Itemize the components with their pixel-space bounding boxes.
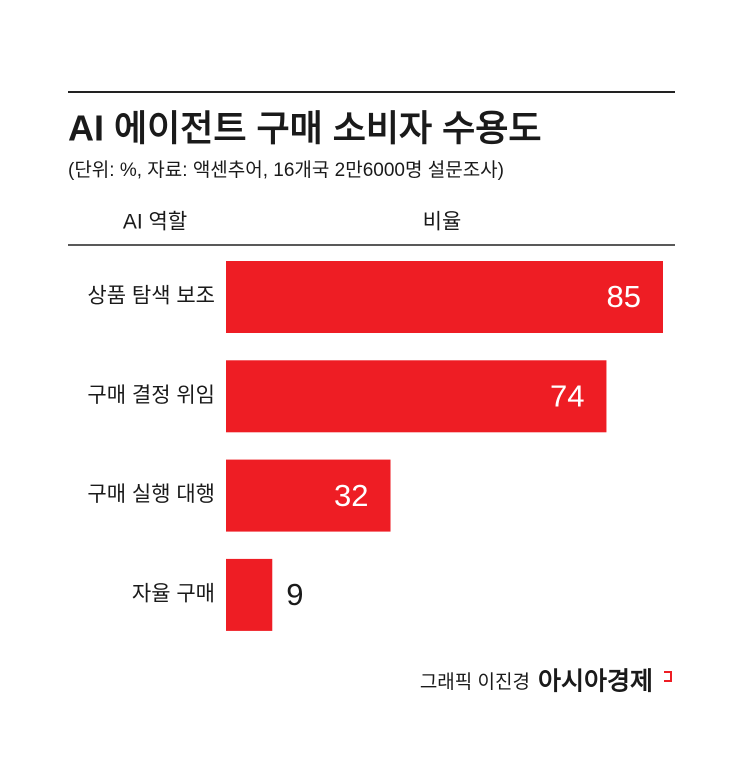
- category-label: 자율 구매: [132, 582, 215, 605]
- value-label: 32: [334, 478, 368, 513]
- bar: [226, 360, 607, 433]
- category-label: 구매 실행 대행: [87, 483, 215, 506]
- category-header: AI 역할: [123, 211, 187, 234]
- chart-subtitle: (단위: %, 자료: 액센추어, 16개국 2만6000명 설문조사): [68, 159, 504, 181]
- logo: 아시아경제: [538, 668, 653, 696]
- bar: [226, 459, 391, 532]
- bar: [226, 261, 663, 333]
- logo-mark: [664, 671, 672, 682]
- chart-title: AI 에이전트 구매 소비자 수용도: [68, 108, 541, 149]
- value-label: 9: [286, 577, 303, 612]
- value-label: 85: [607, 279, 641, 314]
- value-header: 비율: [423, 211, 462, 234]
- value-label: 74: [550, 378, 584, 413]
- category-label: 구매 결정 위임: [87, 384, 215, 407]
- bar: [226, 558, 273, 631]
- credit: 그래픽 이진경: [420, 671, 530, 693]
- category-label: 상품 탐색 보조: [87, 285, 215, 308]
